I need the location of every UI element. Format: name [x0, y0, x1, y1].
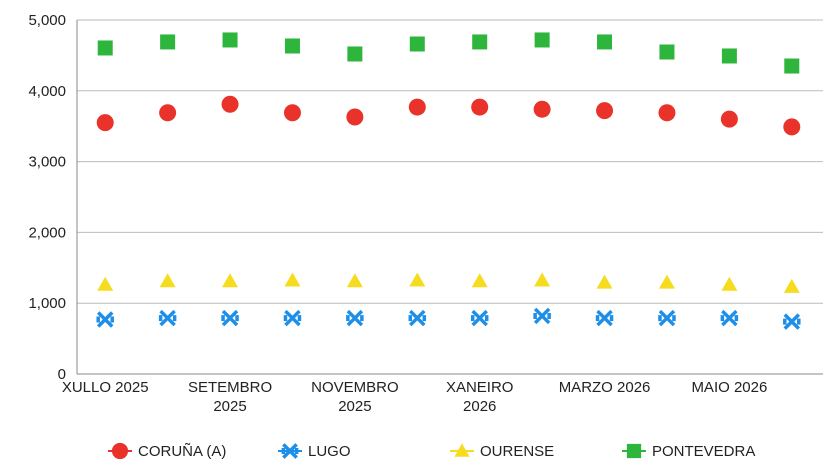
marker	[533, 307, 551, 325]
legend-label: PONTEVEDRA	[652, 443, 755, 460]
marker	[221, 95, 239, 113]
marker	[720, 309, 739, 327]
y-tick-label: 3,000	[28, 154, 66, 171]
marker	[96, 311, 114, 328]
marker	[472, 34, 488, 50]
marker	[658, 309, 676, 327]
legend-marker	[626, 443, 642, 459]
marker	[221, 309, 239, 327]
series	[96, 95, 801, 136]
marker	[96, 114, 114, 132]
marker	[159, 104, 177, 122]
marker	[596, 274, 613, 289]
y-tick-label: 1,000	[28, 295, 66, 312]
marker	[658, 274, 675, 289]
marker	[346, 108, 364, 126]
marker	[471, 273, 488, 288]
marker	[534, 32, 550, 48]
x-tick-label: MAIO 2026	[691, 379, 767, 396]
marker	[659, 44, 675, 60]
marker	[470, 309, 489, 327]
marker	[721, 48, 737, 64]
legend-marker	[281, 443, 299, 459]
marker	[283, 309, 302, 327]
marker	[471, 98, 489, 116]
x-tick-label: XULLO 2025	[62, 379, 149, 396]
marker	[783, 118, 801, 136]
marker	[283, 104, 301, 122]
marker	[597, 34, 613, 50]
legend-label: LUGO	[308, 443, 351, 460]
marker	[346, 273, 363, 288]
marker	[534, 272, 551, 287]
marker	[222, 32, 238, 48]
legend-marker	[111, 442, 129, 460]
marker	[222, 273, 239, 288]
marker	[658, 104, 676, 122]
series	[97, 272, 800, 293]
marker	[720, 110, 738, 128]
marker	[533, 100, 551, 118]
series	[96, 307, 801, 330]
marker	[596, 102, 614, 120]
x-tick-label: SETEMBRO 2025	[188, 379, 272, 415]
x-tick-label: XANEIRO 2026	[446, 379, 514, 415]
y-tick-label: 2,000	[28, 224, 66, 241]
marker	[408, 309, 427, 327]
y-tick-label: 4,000	[28, 83, 66, 100]
marker	[97, 276, 114, 291]
marker	[408, 98, 426, 116]
x-tick-label: MARZO 2026	[559, 379, 651, 396]
marker	[595, 309, 614, 327]
marker	[721, 276, 738, 291]
marker	[158, 309, 177, 327]
marker	[409, 272, 426, 287]
y-tick-label: 0	[58, 366, 66, 383]
marker	[159, 273, 176, 288]
y-tick-label: 5,000	[28, 12, 66, 29]
x-tick-label: NOVEMBRO 2025	[311, 379, 399, 415]
marker	[409, 36, 425, 52]
legend-label: CORUÑA (A)	[138, 443, 226, 460]
marker	[783, 313, 801, 330]
marker	[160, 34, 176, 50]
marker	[97, 40, 113, 56]
marker	[284, 38, 300, 54]
marker	[784, 58, 800, 74]
legend-label: OURENSE	[480, 443, 554, 460]
legend-marker	[454, 443, 470, 457]
series	[97, 32, 800, 74]
marker	[783, 278, 800, 293]
marker	[347, 46, 363, 62]
marker	[346, 309, 364, 327]
marker	[284, 272, 301, 287]
